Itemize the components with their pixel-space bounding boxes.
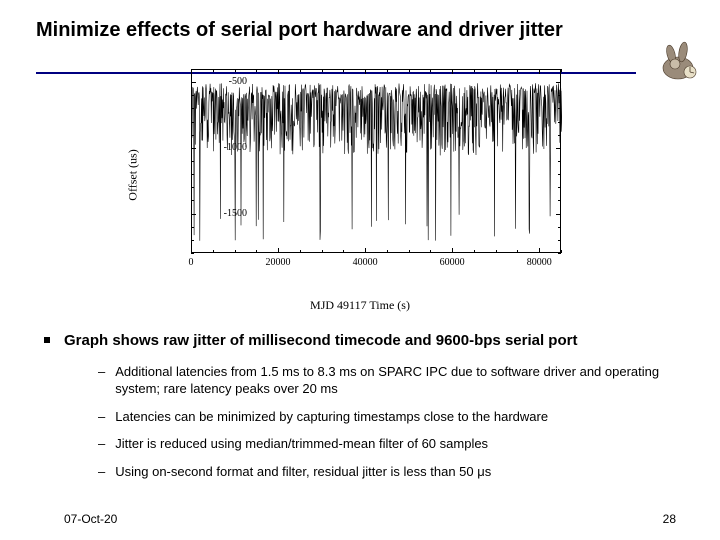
dash-icon: –: [98, 435, 105, 453]
sub-bullet: –Using on-second format and filter, resi…: [98, 463, 676, 481]
sub-bullet: –Additional latencies from 1.5 ms to 8.3…: [98, 363, 676, 398]
main-bullet-text: Graph shows raw jitter of millisecond ti…: [64, 331, 577, 351]
chart-plot-area: [191, 69, 561, 253]
jitter-chart: Offset (us) MJD 49117 Time (s) -500-1000…: [145, 65, 575, 285]
ytick-label: -1000: [207, 142, 247, 153]
dash-icon: –: [98, 408, 105, 426]
footer-page-number: 28: [663, 512, 676, 526]
logo-rabbit-icon: [650, 36, 706, 84]
ytick-label: -1500: [207, 208, 247, 219]
chart-svg: [192, 70, 562, 254]
xtick-label: 20000: [266, 257, 291, 268]
content-block: Graph shows raw jitter of millisecond ti…: [36, 331, 684, 480]
sub-bullet: –Latencies can be minimized by capturing…: [98, 408, 676, 426]
jitter-trace: [192, 83, 562, 241]
footer-date: 07-Oct-20: [64, 512, 117, 526]
chart-ylabel: Offset (us): [126, 149, 141, 200]
dash-icon: –: [98, 363, 105, 398]
chart-xlabel: MJD 49117 Time (s): [310, 298, 410, 313]
xtick-label: 0: [189, 257, 194, 268]
sub-bullet-text: Jitter is reduced using median/trimmed-m…: [115, 435, 488, 453]
bullet-dot-icon: [44, 337, 50, 343]
xtick-label: 40000: [353, 257, 378, 268]
main-bullet: Graph shows raw jitter of millisecond ti…: [44, 331, 676, 351]
sub-bullet-text: Additional latencies from 1.5 ms to 8.3 …: [115, 363, 676, 398]
xtick-label: 80000: [527, 257, 552, 268]
sub-bullet-text: Using on-second format and filter, resid…: [115, 463, 491, 481]
slide-title: Minimize effects of serial port hardware…: [36, 18, 626, 43]
dash-icon: –: [98, 463, 105, 481]
xtick-label: 60000: [440, 257, 465, 268]
sub-bullet-list: –Additional latencies from 1.5 ms to 8.3…: [98, 363, 676, 481]
sub-bullet-text: Latencies can be minimized by capturing …: [115, 408, 548, 426]
ytick-label: -500: [207, 76, 247, 87]
sub-bullet: –Jitter is reduced using median/trimmed-…: [98, 435, 676, 453]
slide: Minimize effects of serial port hardware…: [0, 0, 720, 540]
